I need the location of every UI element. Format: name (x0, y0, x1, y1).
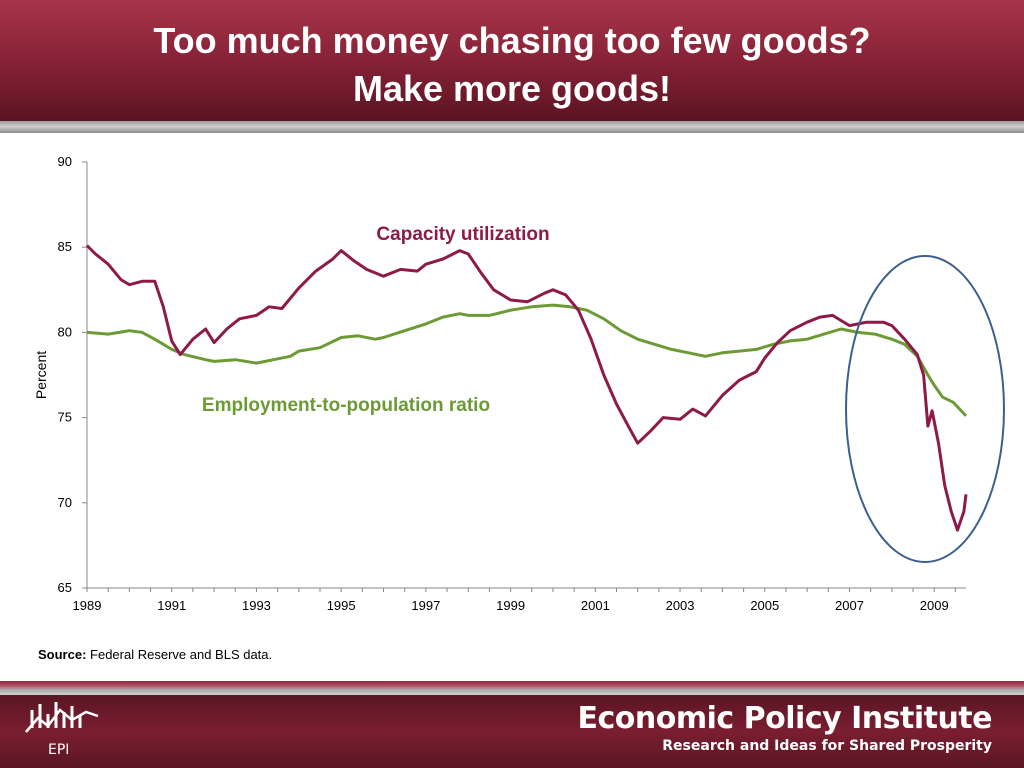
line-chart: 65 70 75 80 85 90 1989 1991 1993 1995 1997 1999 2001… (33, 154, 1005, 613)
y-tick-label: 80 (58, 324, 72, 339)
x-tick-label: 2005 (750, 598, 779, 613)
header-divider (0, 121, 1024, 133)
org-name: Economic Policy Institute (577, 701, 993, 736)
y-tick-label: 75 (58, 410, 72, 425)
y-tick-label: 85 (58, 239, 72, 254)
capacity-utilization-label: Capacity utilization (376, 224, 549, 245)
x-tick-label: 1997 (411, 598, 440, 613)
logo-text: EPI (48, 742, 70, 758)
source-text: Federal Reserve and BLS data. (90, 647, 273, 662)
capacity-utilization-line (85, 244, 968, 532)
x-tick-label: 1993 (242, 598, 271, 613)
x-tick-label: 2007 (835, 598, 864, 613)
x-tick-label: 2001 (581, 598, 610, 613)
highlight-ellipse (845, 255, 1005, 563)
employment-ratio-label: Employment-to-population ratio (202, 395, 490, 416)
slide-title-line-1: Too much money chasing too few goods? (153, 20, 871, 61)
footer-bar (0, 695, 1024, 768)
employment-to-population-line (86, 303, 968, 417)
y-tick-label: 90 (58, 154, 72, 169)
source-note: Source: Federal Reserve and BLS data. (38, 647, 272, 662)
title-bar (0, 0, 1024, 121)
y-tick-label: 65 (58, 580, 72, 595)
y-axis-title: Percent (33, 351, 49, 399)
footer-divider (0, 681, 1024, 695)
x-tick-label: 2003 (666, 598, 695, 613)
slide-title-line-2: Make more goods! (352, 68, 672, 109)
x-tick-label: 1989 (73, 598, 102, 613)
x-tick-label: 1999 (496, 598, 525, 613)
source-label: Source: (38, 647, 87, 662)
x-tick-label: 1991 (157, 598, 186, 613)
org-tagline: Research and Ideas for Shared Prosperity (662, 738, 992, 754)
y-tick-label: 70 (58, 495, 72, 510)
epi-logo-icon (25, 702, 99, 733)
x-tick-label: 1995 (327, 598, 356, 613)
x-tick-label: 2009 (920, 598, 949, 613)
